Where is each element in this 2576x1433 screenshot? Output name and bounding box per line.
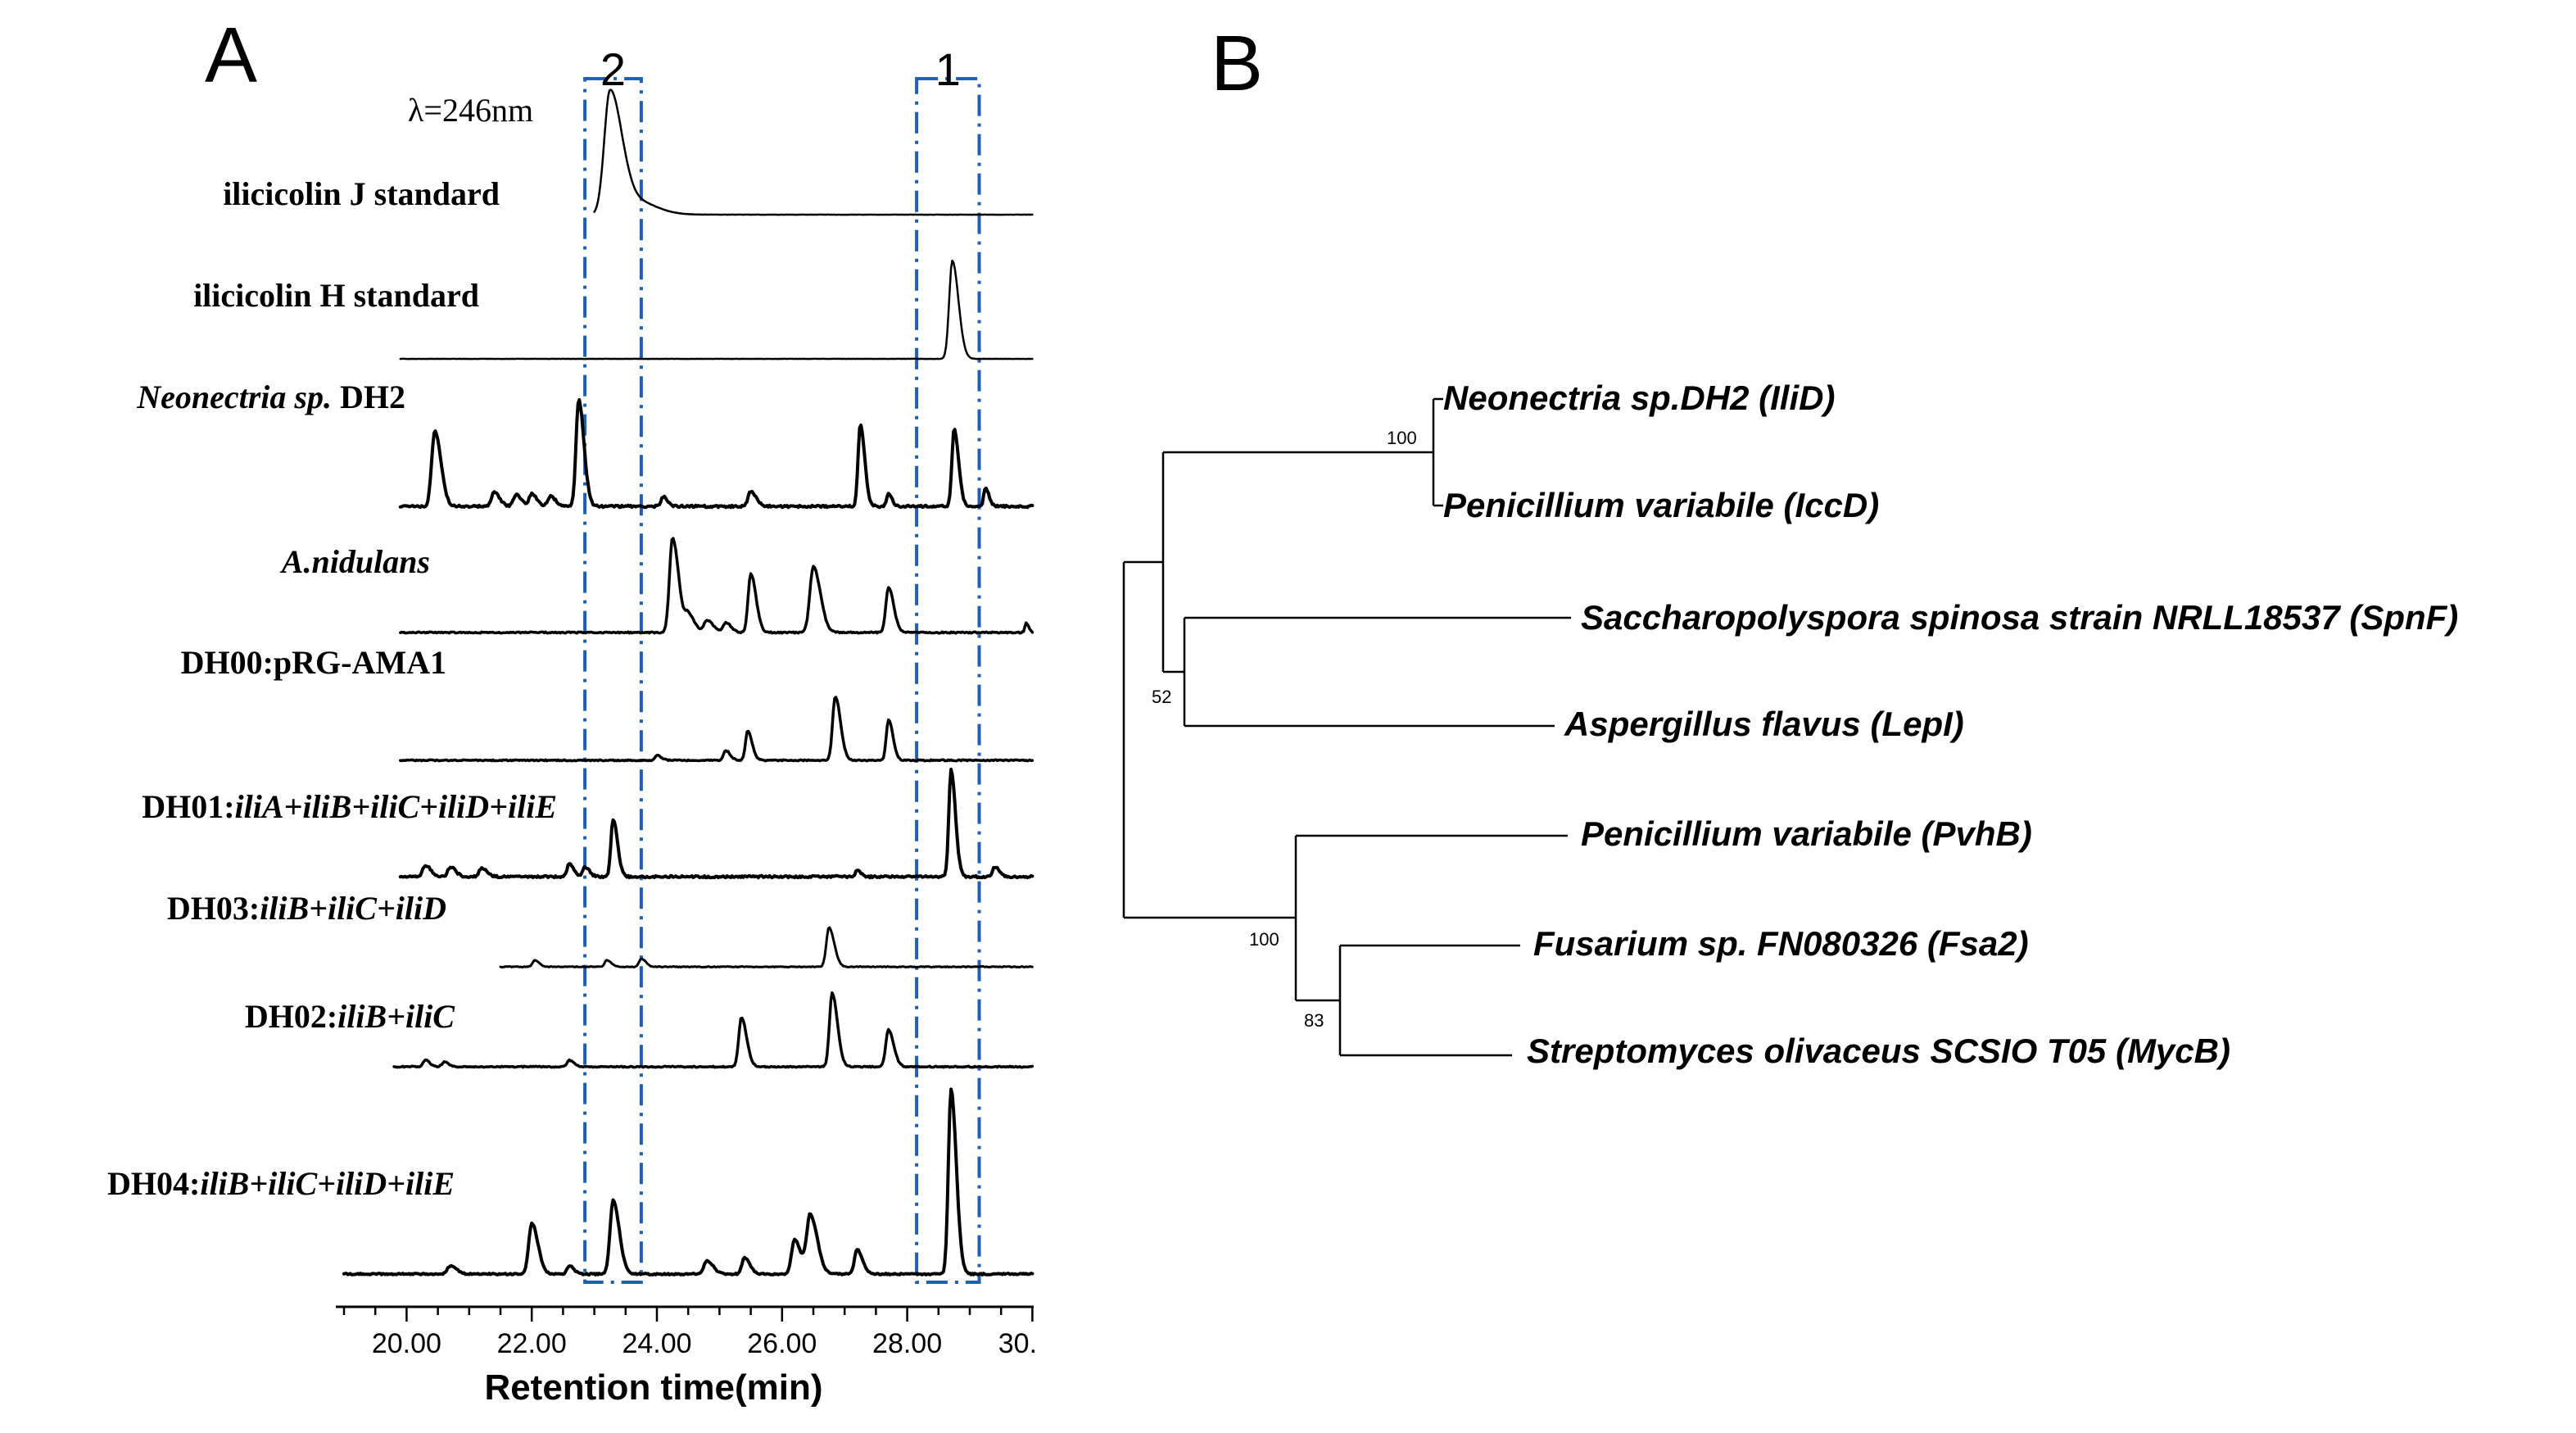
trace-labels: ilicicolin J standard ilicicolin H standa… xyxy=(107,175,557,1202)
chromatogram-trace xyxy=(399,259,1034,361)
panel-letter-b: B xyxy=(1211,20,1263,107)
tree-leaf-label: Streptomyces olivaceus SCSIO T05 (MycB) xyxy=(1527,1032,2230,1070)
x-axis-tick-label: 30. xyxy=(998,1328,1037,1359)
phylogenetic-tree: 100 52 100 83 Neonectria sp.DH2 (IliD) P… xyxy=(1122,379,2458,1070)
x-axis-tick-label: 20.00 xyxy=(372,1328,441,1359)
trace-label: DH00:pRG-AMA1 xyxy=(181,644,446,681)
trace-label: ilicicolin H standard xyxy=(193,277,479,314)
panel-letter-a: A xyxy=(205,11,257,99)
chromatogram-trace xyxy=(342,1087,1034,1277)
peak-window-label: 1 xyxy=(935,43,961,95)
trace-label: DH03:iliB+iliC+iliD xyxy=(167,890,446,927)
tree-leaf-label: Penicillium variabile (IccD) xyxy=(1443,486,1879,524)
x-axis-tick-label: 24.00 xyxy=(622,1328,691,1359)
tree-leaf-label: Fusarium sp. FN080326 (Fsa2) xyxy=(1533,924,2029,963)
chromatogram-trace xyxy=(499,926,1034,968)
wavelength-label: λ=246nm xyxy=(408,92,533,129)
bootstrap-value: 100 xyxy=(1387,428,1417,448)
x-axis-ticks: 20.00 22.00 24.00 26.00 28.00 30. xyxy=(342,1307,1037,1359)
chromatogram-trace xyxy=(392,991,1034,1069)
trace-label: DH04:iliB+iliC+iliD+iliE xyxy=(107,1165,455,1202)
chromatogram-trace xyxy=(593,88,1034,216)
x-axis: 20.00 22.00 24.00 26.00 28.00 30. Retention t… xyxy=(336,1305,1037,1408)
tree-leaf-label: Saccharopolyspora spinosa strain NRLL185… xyxy=(1581,598,2458,637)
bootstrap-value: 52 xyxy=(1152,687,1171,707)
x-axis-tick-label: 26.00 xyxy=(747,1328,817,1359)
tree-leaf-label: Neonectria sp.DH2 (IliD) xyxy=(1443,379,1835,417)
chromatogram-trace xyxy=(398,768,1034,880)
bootstrap-value: 100 xyxy=(1249,929,1279,950)
chromatogram-trace xyxy=(399,696,1034,763)
peak-window-label: 2 xyxy=(600,43,626,95)
x-axis-tick-label: 28.00 xyxy=(872,1328,942,1359)
x-axis-title: Retention time(min) xyxy=(484,1367,822,1408)
chromatogram-trace xyxy=(398,397,1034,510)
trace-label: A.nidulans xyxy=(279,543,430,580)
trace-label: DH02:iliB+iliC xyxy=(245,998,455,1035)
chromatogram-trace xyxy=(399,537,1034,635)
x-axis-tick-label: 22.00 xyxy=(497,1328,567,1359)
trace-label: DH01:iliA+iliB+iliC+iliD+iliE xyxy=(142,788,557,825)
trace-label: ilicicolin J standard xyxy=(223,175,500,212)
bootstrap-value: 83 xyxy=(1304,1010,1324,1031)
trace-label: Neonectria sp. DH2 xyxy=(136,379,405,415)
peak-window-box xyxy=(583,77,643,1284)
tree-leaf-label: Aspergillus flavus (LepI) xyxy=(1564,705,1964,743)
chromatogram-traces xyxy=(342,88,1034,1277)
peak-window-box xyxy=(915,77,981,1284)
tree-leaf-label: Penicillium variabile (PvhB) xyxy=(1581,814,2032,853)
